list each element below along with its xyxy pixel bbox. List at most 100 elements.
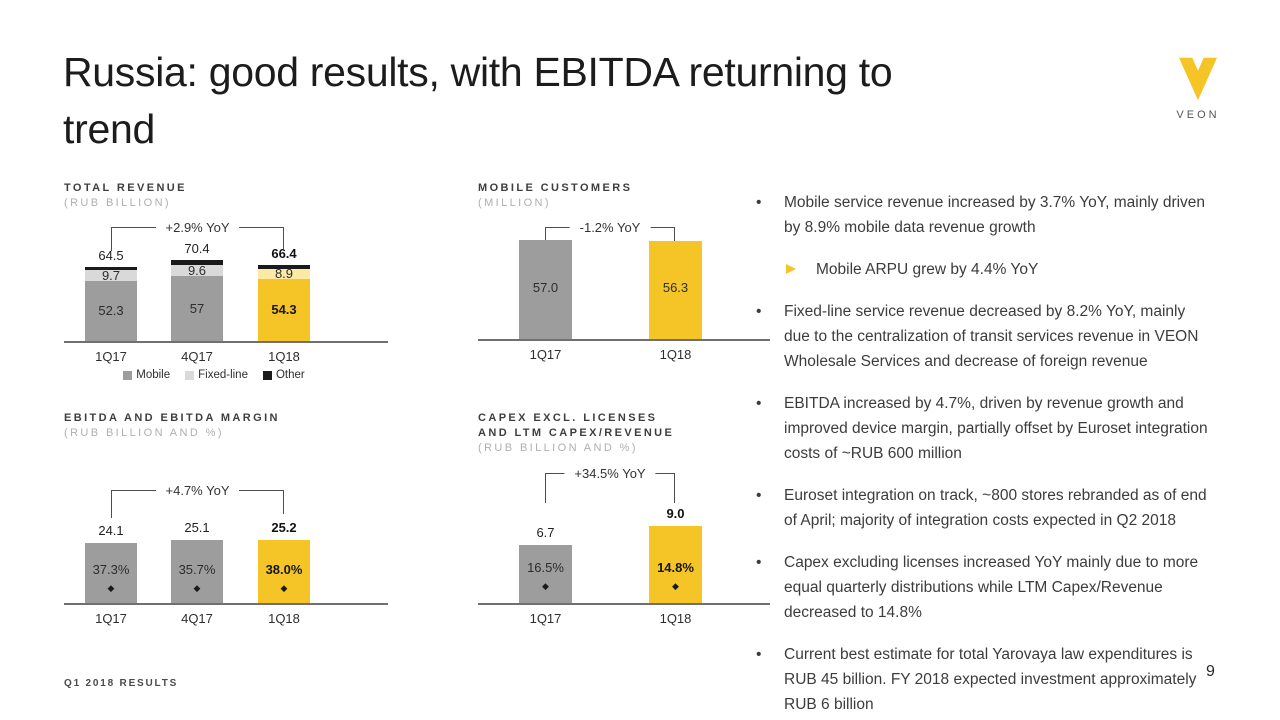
veon-logo: VEON — [1170, 56, 1226, 121]
bullet-dot-icon: • — [756, 646, 762, 663]
legend-swatch-icon — [123, 370, 133, 380]
bar — [519, 239, 572, 339]
bar — [519, 545, 572, 603]
chart-title-ebitda: EBITDA AND EBITDA MARGIN — [64, 412, 280, 424]
legend-label: Other — [275, 369, 305, 381]
x-axis-label: 1Q18 — [659, 347, 692, 362]
bullet-text: Euroset integration on track, ~800 store… — [784, 487, 1207, 529]
bullet-item: • Fixed-line service revenue decreased by… — [750, 299, 1212, 374]
chart-subtitle-capex: (RUB BILLION AND %) — [478, 442, 638, 454]
segment-value-label: 52.3 — [98, 303, 124, 319]
bar-segment-mobile: 57 — [171, 275, 223, 341]
bullet-dot-icon: • — [756, 487, 762, 504]
legend: Mobile Fixed-line Other — [64, 369, 364, 381]
bullet-dot-icon: • — [756, 395, 762, 412]
bullet-item: • EBITDA increased by 4.7%, driven by rev… — [750, 391, 1212, 466]
bullet-item: • Current best estimate for total Yarovay… — [750, 642, 1212, 717]
bar-value-label: 25.1 — [184, 520, 210, 536]
bullet-text: Mobile ARPU grew by 4.4% YoY — [816, 261, 1039, 278]
bullet-dot-icon: • — [756, 303, 762, 320]
x-axis-label: 4Q17 — [181, 611, 213, 626]
segment-value-label: 57 — [189, 300, 205, 316]
diamond-marker-icon: ◆ — [542, 581, 549, 591]
x-axis-label: 1Q17 — [95, 349, 127, 364]
x-axis-label: 1Q18 — [659, 611, 692, 626]
bullet-text: EBITDA increased by 4.7%, driven by reve… — [784, 395, 1208, 462]
x-axis-label: 1Q17 — [529, 611, 562, 626]
chart-title-capex: CAPEX EXCL. LICENSES AND LTM CAPEX/REVEN… — [478, 412, 675, 439]
x-axis-label: 1Q18 — [268, 349, 300, 364]
bullet-text: Current best estimate for total Yarovaya… — [784, 646, 1197, 713]
bar-total-label: 64.5 — [98, 248, 124, 264]
bar — [258, 540, 310, 603]
legend-label: Mobile — [136, 369, 171, 381]
yoy-bracket-capex: +34.5% YoY — [545, 466, 675, 503]
footer-label: Q1 2018 RESULTS — [64, 678, 179, 689]
bar-value-label: 9.0 — [666, 505, 685, 521]
margin-percent-label: 37.3% — [92, 562, 130, 577]
x-axis-label: 1Q17 — [529, 347, 562, 362]
bullet-dot-icon: • — [756, 554, 762, 571]
bar — [649, 240, 702, 339]
chart-subtitle-total-revenue: (RUB BILLION) — [64, 197, 171, 209]
segment-value-label: 9.7 — [101, 267, 121, 283]
legend-item: Mobile — [123, 369, 170, 381]
yoy-label-mobile-customers: -1.2% YoY — [569, 220, 651, 236]
bar-segment-mobile: 54.3 — [258, 278, 310, 341]
yoy-bracket-ebitda: +4.7% YoY — [111, 483, 284, 518]
bar-segment-mobile: 52.3 — [85, 281, 137, 341]
page-number: 9 — [1206, 663, 1215, 680]
chart-subtitle-ebitda: (RUB BILLION AND %) — [64, 427, 224, 439]
bar-segment-fixed-line: 8.9 — [258, 266, 310, 280]
yoy-bracket-total-revenue: +2.9% YoY — [111, 220, 284, 251]
segment-value-label: 9.6 — [187, 262, 207, 278]
capex-plot: 1Q17 6.7 16.5% ◆ 1Q18 9.0 14.8% ◆ — [478, 506, 770, 626]
veon-logo-text: VEON — [1176, 109, 1220, 121]
legend-item: Other — [262, 369, 305, 381]
diamond-marker-icon: ◆ — [193, 583, 201, 593]
chart-subtitle-mobile-customers: (MILLION) — [478, 197, 551, 209]
legend-label: Fixed-line — [198, 369, 248, 381]
bar-value-label: 24.1 — [98, 522, 124, 538]
diamond-marker-icon: ◆ — [280, 583, 288, 593]
bar-segment-other — [85, 267, 137, 270]
bullet-list: • Mobile service revenue increased by 3.7… — [750, 190, 1212, 717]
bar-total-label: 66.4 — [271, 245, 297, 261]
legend-swatch-icon — [185, 370, 195, 380]
x-axis-label: 1Q18 — [268, 611, 300, 626]
margin-percent-label: 38.0% — [265, 562, 303, 577]
bar — [649, 525, 702, 603]
bar-segment-fixed-line: 9.7 — [85, 267, 137, 283]
bar-value-label: 25.2 — [271, 520, 297, 535]
total-revenue-plot: 1Q17 52.3 9.7 64.5 4Q17 57 9.6 70.4 1Q18 54.3 8.9 6… — [64, 231, 388, 364]
yoy-label-total-revenue: +2.9% YoY — [155, 220, 240, 236]
bar-segment-other — [171, 260, 223, 265]
mobile-customers-plot: 1Q17 57.0 1Q18 56.3 — [478, 224, 770, 362]
bar-segment-fixed-line: 9.6 — [171, 262, 223, 278]
x-axis-label: 4Q17 — [181, 349, 213, 364]
x-axis-label: 1Q17 — [95, 611, 127, 626]
bar-segment-other — [258, 264, 310, 269]
bullet-text: Mobile service revenue increased by 3.7%… — [784, 194, 1206, 236]
bullet-text: Capex excluding licenses increased YoY m… — [784, 554, 1199, 621]
margin-percent-label: 35.7% — [178, 562, 216, 577]
margin-percent-label: 14.8% — [657, 560, 694, 575]
chart-title-mobile-customers: MOBILE CUSTOMERS — [478, 182, 633, 194]
triangle-bullet-icon — [786, 264, 796, 274]
bar-value-label: 57.0 — [532, 280, 559, 295]
bullet-text: Fixed-line service revenue decreased by … — [784, 303, 1199, 370]
chart-title-total-revenue: TOTAL REVENUE — [64, 182, 187, 194]
diamond-marker-icon: ◆ — [672, 581, 679, 591]
bar-value-label: 56.3 — [662, 280, 689, 295]
legend-swatch-icon — [262, 370, 272, 380]
bar-total-label: 70.4 — [184, 241, 210, 257]
bar-value-label: 6.7 — [536, 525, 555, 541]
bar — [171, 540, 223, 603]
sub-bullet-item: Mobile ARPU grew by 4.4% YoY — [750, 257, 1212, 282]
veon-v-icon — [1179, 57, 1217, 101]
legend-item: Fixed-line — [185, 369, 248, 381]
yoy-bracket-mobile-customers: -1.2% YoY — [545, 220, 675, 241]
bullet-dot-icon: • — [756, 194, 762, 211]
ebitda-plot: 1Q17 24.1 37.3% ◆ 4Q17 25.1 35.7% ◆ 1Q18 25.2 38.0… — [64, 520, 388, 626]
